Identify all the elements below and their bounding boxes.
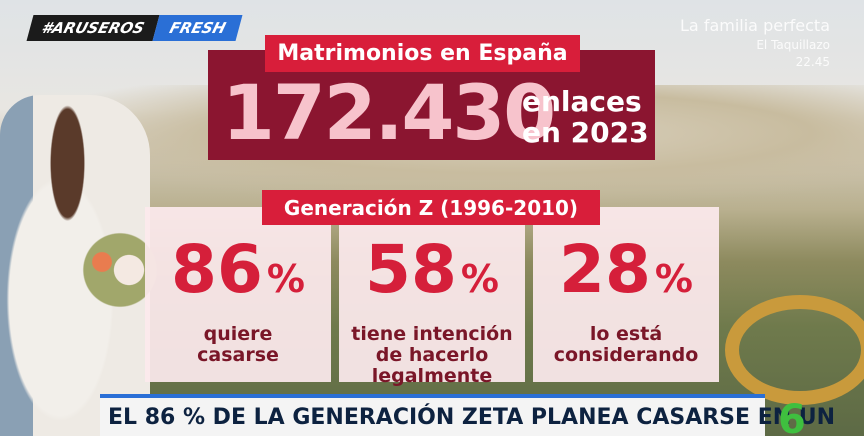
headline-title: Matrimonios en España: [265, 35, 580, 72]
hashtag: #ARUSEROS: [26, 15, 160, 41]
headline-caption: enlaces en 2023: [522, 86, 649, 148]
description-line: considerando: [553, 344, 699, 366]
stat-unit: %: [654, 257, 693, 301]
description-line: lo está: [589, 323, 663, 345]
stat-card: 58% tiene intención de hacerlo legalmente: [339, 207, 525, 387]
stat-unit: %: [460, 257, 499, 301]
stat-card: 28% lo está considerando: [533, 207, 719, 382]
description-line: tiene intención: [351, 323, 513, 345]
ticker-line: [100, 394, 765, 398]
headline-number: 172.430: [222, 68, 556, 157]
program-channel: El Taquillazo: [756, 38, 830, 52]
stat-unit: %: [266, 257, 305, 301]
program-time: 22.45: [795, 55, 830, 69]
stat-description: tiene intención de hacerlo legalmente: [339, 324, 525, 387]
stat-value: 58: [365, 231, 457, 308]
stat-number: 58%: [339, 235, 525, 314]
stat-value: 86: [171, 231, 263, 308]
next-program: La familia perfecta El Taquillazo 22.45: [680, 16, 830, 69]
stat-description: quiere casarse: [145, 324, 331, 366]
description-line: legalmente: [371, 365, 493, 387]
section-title: Generación Z (1996-2010): [262, 190, 600, 225]
stat-card: 86% quiere casarse: [145, 207, 331, 382]
ring: [725, 295, 864, 405]
channel-logo: 6: [778, 397, 806, 436]
stat-value: 28: [559, 231, 651, 308]
description-line: quiere: [203, 323, 273, 345]
description-line: casarse: [197, 344, 279, 366]
brand: FRESH: [152, 15, 243, 41]
stat-number: 86%: [145, 235, 331, 314]
caption-line: en 2023: [522, 116, 649, 149]
show-logo: #ARUSEROS FRESH: [26, 15, 243, 41]
program-title: La familia perfecta: [680, 16, 830, 35]
stat-description: lo está considerando: [533, 324, 719, 366]
ticker: EL 86 % DE LA GENERACIÓN ZETA PLANEA CAS…: [100, 398, 835, 436]
description-line: de hacerlo: [375, 344, 489, 366]
stat-number: 28%: [533, 235, 719, 314]
caption-line: enlaces: [522, 85, 642, 118]
